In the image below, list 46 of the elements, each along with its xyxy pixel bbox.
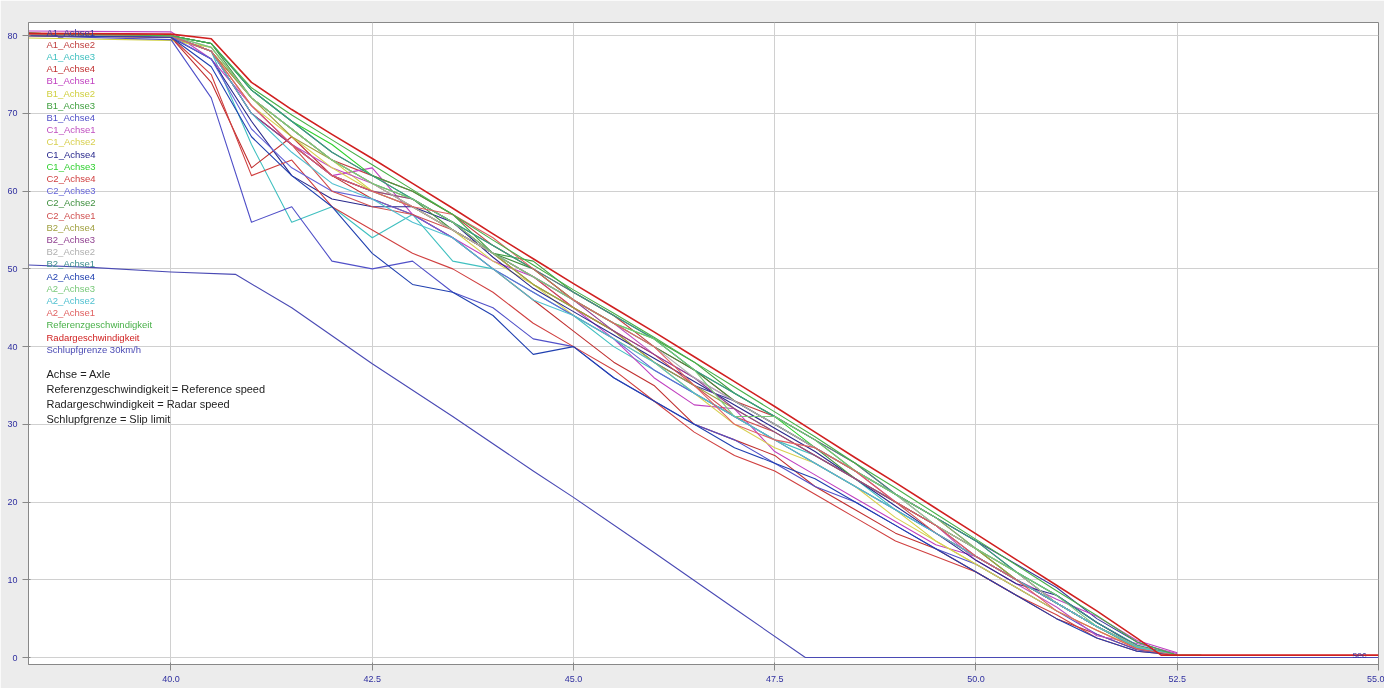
text: Referenzgeschwindigkeit — [46, 319, 153, 331]
y-tick-label: 30 — [7, 419, 18, 430]
text: C1_Achse1 — [46, 124, 96, 136]
text: C1_Achse4 — [46, 148, 96, 160]
annotation: Schlupfgrenze = Slip limit — [46, 412, 171, 425]
text: A2_Achse1 — [46, 307, 96, 319]
y-tick-label: 40 — [7, 341, 18, 352]
x-tick-label: 52.5 — [1168, 673, 1187, 684]
text: A1_Achse4 — [46, 63, 96, 75]
text: B1_Achse1 — [46, 75, 96, 87]
y-tick-label: 10 — [7, 574, 18, 585]
text: C1_Achse2 — [46, 136, 96, 148]
x-tick-label: 40.0 — [162, 673, 180, 684]
annotation: Referenzgeschwindigkeit = Reference speed — [46, 382, 266, 395]
annotation: Radargeschwindigkeit = Radar speed — [46, 397, 230, 410]
y-tick-label: 60 — [7, 186, 18, 197]
x-tick-label: 42.5 — [363, 673, 382, 684]
y-tick-label: 0 — [12, 652, 18, 663]
text: B1_Achse2 — [46, 87, 96, 99]
text: B1_Achse3 — [46, 99, 96, 111]
y-tick-label: 70 — [7, 108, 18, 119]
x-tick-label: 55.0 — [1366, 673, 1384, 684]
text: B1_Achse4 — [46, 111, 96, 123]
x-tick-label: 50.0 — [967, 673, 985, 684]
series-label: A1_Achse3 — [46, 50, 96, 62]
text: B2_Achse3 — [46, 233, 96, 245]
y-tick-label: 20 — [7, 497, 18, 508]
text: B2_Achse2 — [46, 246, 96, 258]
text: C2_Achse4 — [46, 172, 96, 184]
y-tick-label: 50 — [7, 263, 18, 274]
series-label: A1_Achse1 — [46, 26, 96, 38]
text: Schlupfgrenze 30km/h — [46, 343, 142, 355]
y-tick-label: 80 — [7, 30, 18, 41]
x-tick-label: 45.0 — [564, 673, 583, 684]
text: C2_Achse2 — [46, 197, 96, 209]
text: A2_Achse2 — [46, 294, 96, 306]
text: C2_Achse1 — [46, 209, 96, 221]
text: Radargeschwindigkeit — [46, 331, 140, 343]
x-tick-label: 47.5 — [765, 673, 784, 684]
text: C1_Achse3 — [46, 160, 96, 172]
text: C2_Achse3 — [46, 185, 96, 197]
series-label: A1_Achse2 — [46, 38, 96, 50]
text: B2_Achse4 — [46, 221, 96, 233]
text: A2_Achse3 — [46, 282, 96, 294]
text: A2_Achse4 — [46, 270, 96, 282]
annotation: Achse = Axle — [46, 367, 111, 380]
